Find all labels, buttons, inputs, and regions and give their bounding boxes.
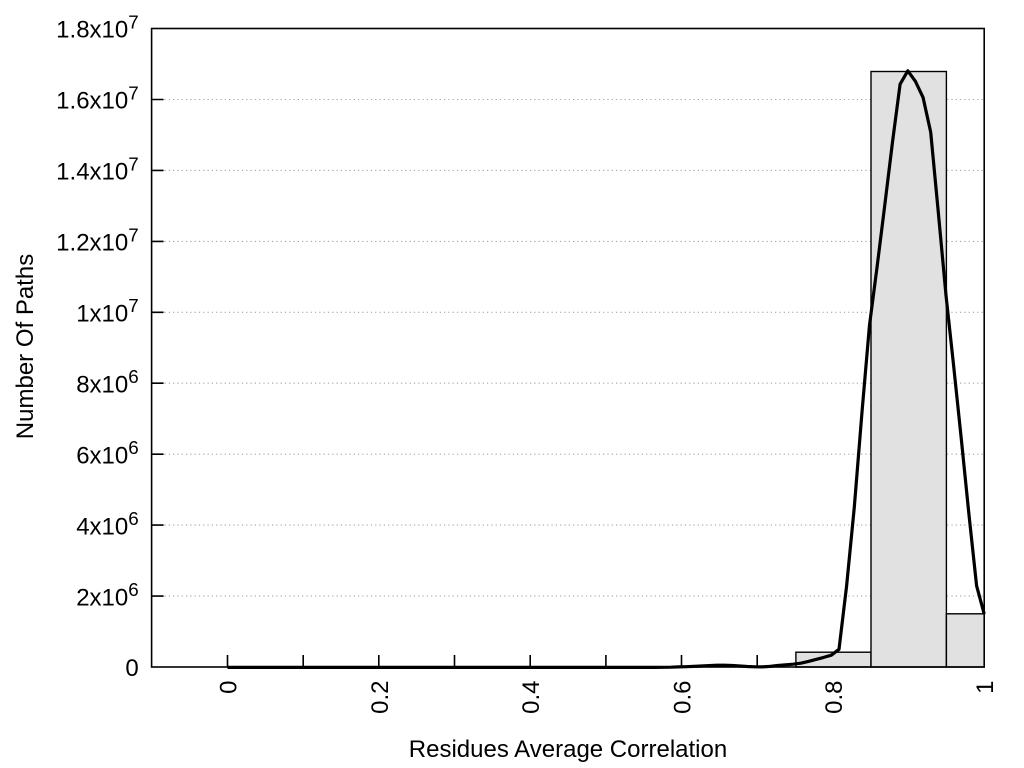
- svg-text:1: 1: [972, 681, 999, 694]
- svg-text:0.2: 0.2: [367, 681, 394, 714]
- svg-text:1.2x107: 1.2x107: [56, 224, 139, 256]
- svg-text:0: 0: [125, 655, 138, 682]
- svg-text:0.6: 0.6: [670, 681, 697, 714]
- svg-text:0.8: 0.8: [821, 681, 848, 714]
- svg-text:0.4: 0.4: [518, 681, 545, 714]
- svg-text:0: 0: [216, 681, 243, 694]
- svg-text:Residues Average Correlation: Residues Average Correlation: [409, 736, 727, 763]
- svg-text:1.6x107: 1.6x107: [56, 82, 139, 114]
- svg-text:1.8x107: 1.8x107: [56, 11, 139, 43]
- svg-text:Number Of Paths: Number Of Paths: [12, 254, 39, 439]
- svg-text:1.4x107: 1.4x107: [56, 153, 139, 185]
